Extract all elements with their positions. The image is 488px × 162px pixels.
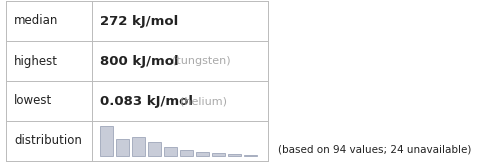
Text: distribution: distribution [14,134,82,147]
Text: 272 kJ/mol: 272 kJ/mol [100,15,178,28]
Bar [244,155,257,156]
Bar [228,154,241,156]
Text: (based on 94 values; 24 unavailable): (based on 94 values; 24 unavailable) [278,144,471,154]
Text: (tungsten): (tungsten) [172,56,231,66]
Bar [148,142,161,156]
Bar [196,152,209,156]
Bar [100,126,113,156]
Text: lowest: lowest [14,94,52,108]
Text: highest: highest [14,54,58,68]
Bar [116,139,129,156]
Bar [132,137,145,156]
Text: 0.083 kJ/mol: 0.083 kJ/mol [100,94,193,108]
Bar [180,150,193,156]
Text: 800 kJ/mol: 800 kJ/mol [100,54,179,68]
Bar [164,147,177,156]
Text: (helium): (helium) [180,96,227,106]
Bar [212,153,225,156]
Text: median: median [14,15,59,28]
